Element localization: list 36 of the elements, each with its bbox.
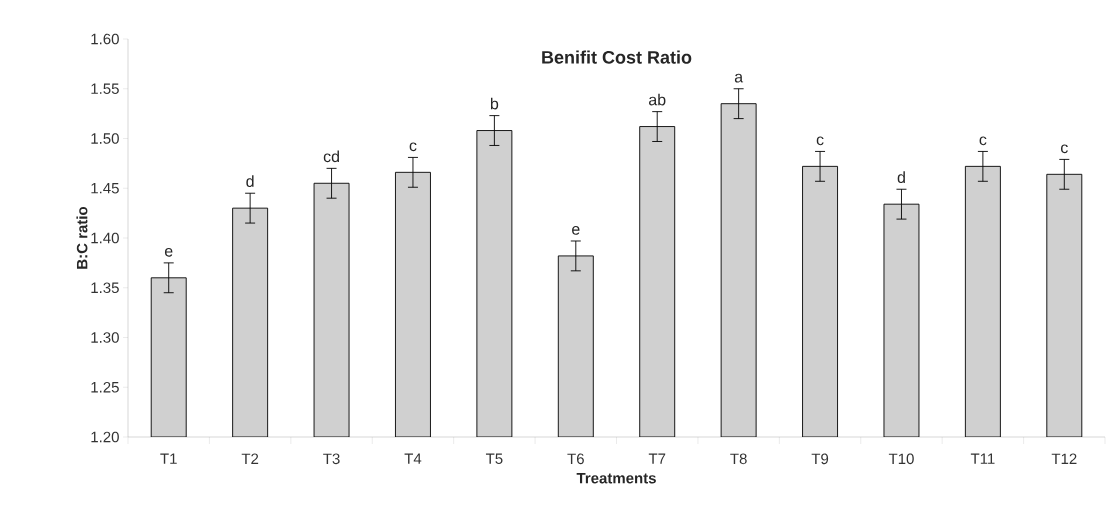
annotation: c — [1060, 144, 1068, 154]
y-tick-label: 1.25 — [91, 381, 119, 393]
annotation: e — [572, 226, 580, 235]
y-tick-label: 1.30 — [91, 332, 119, 343]
x-tick-label: T3 — [323, 453, 340, 465]
y-tick-label: 1.50 — [91, 133, 119, 144]
annotation: b — [490, 97, 499, 110]
y-tick-label: 1.35 — [91, 282, 119, 294]
annotation: d — [246, 175, 254, 188]
annotation: a — [734, 73, 744, 83]
annotation: c — [409, 142, 417, 152]
x-tick-label: T9 — [811, 453, 829, 465]
x-tick-label: T1 — [160, 453, 177, 464]
annotation: c — [816, 136, 824, 146]
y-tick-label: 1.55 — [91, 83, 119, 94]
x-tick-label: T4 — [404, 453, 422, 464]
annotation: ab — [649, 93, 666, 106]
x-tick-label: T2 — [241, 453, 259, 464]
y-axis-title: B:C ratio — [76, 206, 88, 269]
x-tick-label: T5 — [485, 453, 503, 464]
y-tick-label: 1.45 — [91, 183, 119, 194]
annotation: cd — [323, 150, 339, 163]
x-tick-label: T6 — [567, 453, 584, 465]
annotation: e — [164, 247, 173, 257]
x-tick-label: T10 — [888, 453, 914, 465]
x-tick-label: T7 — [648, 453, 666, 464]
y-tick-label: 1.40 — [91, 232, 119, 244]
x-axis-title: Treatments — [576, 472, 656, 484]
y-tick-label: 1.20 — [91, 431, 119, 443]
x-tick-label: T8 — [730, 453, 747, 465]
x-tick-label: T11 — [970, 453, 995, 464]
annotation: c — [979, 136, 987, 146]
x-tick-label: T12 — [1051, 453, 1077, 464]
annotation: d — [897, 171, 905, 184]
y-tick-label: 1.60 — [91, 33, 119, 45]
text: Benifit Cost Ratio — [542, 50, 692, 64]
